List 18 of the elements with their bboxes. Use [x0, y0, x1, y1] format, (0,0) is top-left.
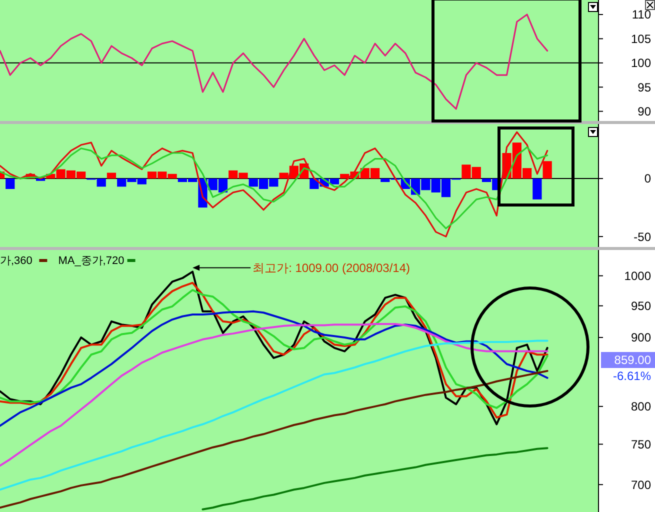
text: 859.00	[614, 353, 652, 368]
text: -6.61%	[612, 369, 652, 383]
y-tick-label: 800	[630, 400, 652, 414]
y-tick-label: 950	[630, 299, 652, 314]
y-tick-label: 95	[638, 80, 652, 94]
y-tick-label: 0	[644, 172, 652, 186]
y-tick-label: 100	[630, 56, 652, 70]
y-tick-label: 110	[632, 8, 652, 22]
y-tick-label: 90	[638, 104, 652, 119]
y-tick-label: 700	[630, 478, 652, 492]
y-tick-label: 900	[630, 330, 652, 345]
y-tick-label: 1000	[624, 268, 652, 283]
y-tick-label: -50	[634, 230, 652, 244]
y-tick-label: 105	[630, 32, 652, 46]
legend-label: MA_종가,720	[58, 255, 124, 267]
y-tick-label: 750	[630, 437, 652, 452]
legend-label: 가,360	[0, 255, 32, 267]
annotation: 최고가: 1009.00 (2008/03/14)	[252, 260, 410, 275]
